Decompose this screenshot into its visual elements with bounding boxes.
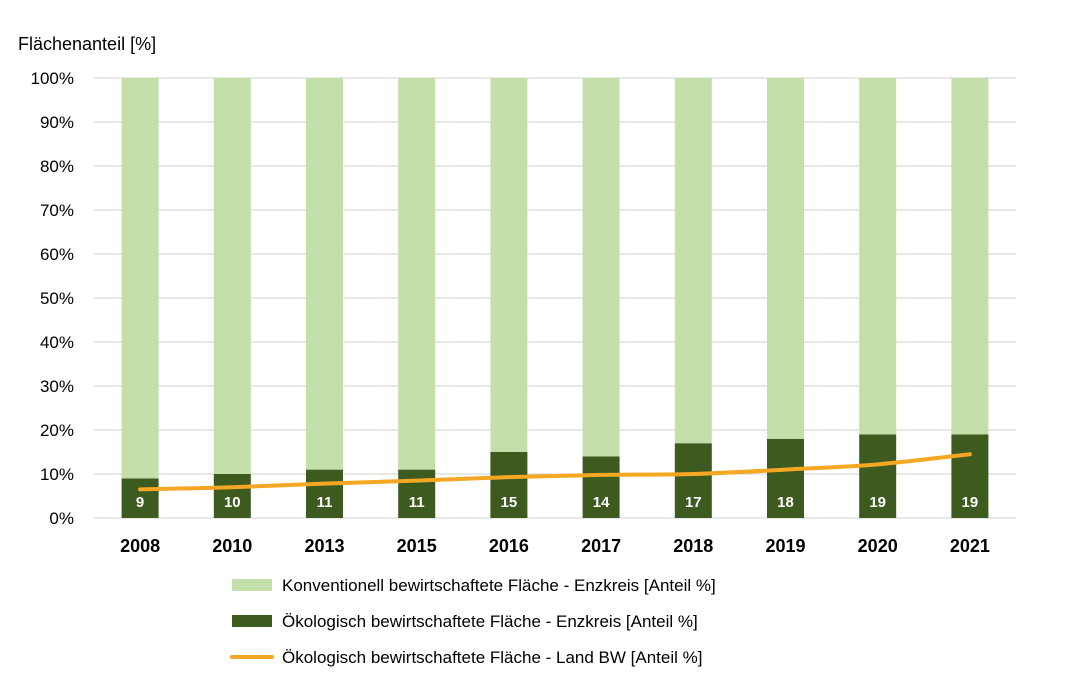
bar-oekologisch-enzkreis-2016 (490, 452, 528, 518)
bar-data-label: 19 (869, 494, 886, 511)
y-tick-label: 30% (40, 377, 74, 396)
legend-label: Ökologisch bewirtschaftete Fläche - Enzk… (282, 612, 698, 631)
x-tick-label: 2015 (397, 536, 437, 556)
bar-konventionell-enzkreis-2015 (398, 78, 436, 470)
bar-oekologisch-enzkreis-2018 (674, 443, 712, 518)
y-tick-label: 90% (40, 113, 74, 132)
bar-data-label: 10 (224, 494, 241, 511)
bar-oekologisch-enzkreis-2010 (213, 474, 251, 518)
y-tick-label: 10% (40, 465, 74, 484)
bar-oekologisch-enzkreis-2008 (121, 478, 159, 518)
x-tick-label: 2018 (673, 536, 713, 556)
x-tick-labels: 2008 2010 2013 2015 2016 2017 2018 2019 2020 2021 (120, 536, 990, 556)
legend-label: Konventionell bewirtschaftete Fläche - E… (282, 576, 716, 595)
y-tick-label: 100% (31, 69, 74, 88)
y-tick-labels: 0% 10% 20% 30% 40% 50% 60% 70% 80% 90% 100% (31, 69, 74, 528)
bar-data-label: 19 (962, 494, 979, 511)
bar-konventionell-enzkreis-2010 (213, 78, 251, 474)
bar-oekologisch-enzkreis-2019 (767, 438, 804, 518)
x-tick-label: 2021 (950, 536, 990, 556)
bar-konventionell-enzkreis-2018 (674, 78, 712, 444)
bar-data-label: 15 (501, 494, 518, 511)
bar-oekologisch-enzkreis-2015 (398, 469, 436, 518)
line-oekologisch-land-bw (138, 452, 972, 492)
bar-konventionell-enzkreis-2021 (951, 78, 989, 435)
bar-data-label: 17 (685, 494, 702, 511)
legend-label: Ökologisch bewirtschaftete Fläche - Land… (282, 648, 702, 667)
bar-data-label: 11 (317, 494, 333, 511)
bar-oekologisch-enzkreis-2017 (582, 456, 620, 518)
x-tick-label: 2017 (581, 536, 621, 556)
x-tick-label: 2016 (489, 536, 529, 556)
bar-oekologisch-enzkreis-2020 (859, 434, 897, 518)
bar-konventionell-enzkreis-2020 (859, 78, 897, 435)
y-tick-label: 80% (40, 157, 74, 176)
bar-oekologisch-enzkreis-2021 (951, 434, 989, 518)
bar-konventionell-enzkreis-2013 (306, 78, 343, 470)
bar-layer (121, 78, 989, 518)
line-layer (138, 452, 972, 492)
bar-konventionell-enzkreis-2017 (582, 78, 620, 457)
bar-konventionell-enzkreis-2019 (767, 78, 804, 439)
bar-konventionell-enzkreis-2016 (490, 78, 528, 452)
bar-data-label: 14 (593, 494, 610, 511)
legend-swatch (232, 615, 272, 627)
x-tick-label: 2013 (304, 536, 344, 556)
x-tick-label: 2008 (120, 536, 160, 556)
y-tick-label: 40% (40, 333, 74, 352)
x-tick-label: 2020 (858, 536, 898, 556)
y-axis-title: Flächenanteil [%] (18, 34, 156, 54)
bar-data-label: 9 (136, 494, 144, 511)
x-tick-label: 2019 (765, 536, 805, 556)
bar-oekologisch-enzkreis-2013 (306, 469, 343, 518)
y-tick-label: 60% (40, 245, 74, 264)
y-tick-label: 20% (40, 421, 74, 440)
x-tick-label: 2010 (212, 536, 252, 556)
y-tick-label: 70% (40, 201, 74, 220)
bar-data-label: 11 (409, 494, 425, 511)
bar-data-label: 18 (777, 494, 794, 511)
y-tick-label: 50% (40, 289, 74, 308)
legend-swatch (232, 579, 272, 591)
legend: Konventionell bewirtschaftete Fläche - E… (230, 576, 716, 667)
bar-data-labels: 9 10 11 11 15 14 17 18 19 19 (136, 494, 978, 511)
y-tick-label: 0% (49, 509, 74, 528)
bar-konventionell-enzkreis-2008 (121, 78, 159, 479)
